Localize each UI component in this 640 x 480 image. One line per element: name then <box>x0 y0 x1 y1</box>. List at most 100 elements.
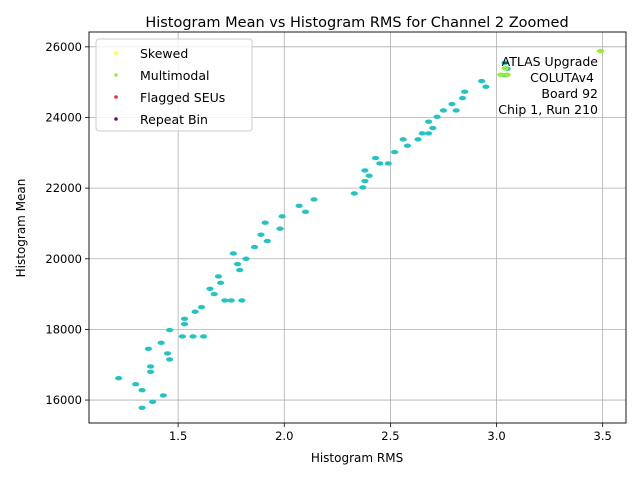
data-point-s0-52 <box>418 131 426 136</box>
x-tick-label-4: 3.5 <box>594 429 612 443</box>
data-point-s0-7 <box>146 364 155 369</box>
x-tick-label-3: 3.0 <box>487 429 505 443</box>
data-point-s0-48 <box>391 149 399 155</box>
data-point-s0-55 <box>425 119 433 124</box>
data-point-s0-58 <box>448 101 456 107</box>
y-tick-label-5: 26000 <box>45 40 82 54</box>
data-point-s0-39 <box>310 197 318 202</box>
annotation-line-4: Chip 1, Run 210 <box>498 102 598 117</box>
data-point-s0-28 <box>236 267 244 273</box>
data-point-s0-45 <box>371 155 380 161</box>
data-point-s0-30 <box>242 256 250 261</box>
data-point-s0-63 <box>482 84 490 89</box>
data-point-s0-60 <box>458 95 467 101</box>
data-point-s0-24 <box>221 298 229 303</box>
x-tick-label-0: 1.5 <box>169 429 187 443</box>
points-layer <box>115 48 605 411</box>
run-annotation: ATLAS Upgrade COLUTAv4 Board 92 Chip 1, … <box>498 54 598 117</box>
data-point-s0-54 <box>429 125 437 131</box>
annotation-line-1: ATLAS Upgrade <box>502 54 599 69</box>
x-tick-label-2: 2.5 <box>381 429 399 443</box>
data-point-s0-41 <box>359 185 367 190</box>
annotation-line-3: Board 92 <box>541 86 598 101</box>
annotation-line-2: COLUTAv4 <box>530 70 594 85</box>
data-point-s0-32 <box>257 232 265 237</box>
data-point-s0-3 <box>138 405 146 411</box>
data-point-s0-44 <box>365 173 373 178</box>
data-point-s0-15 <box>180 316 189 322</box>
data-point-s0-22 <box>214 274 223 279</box>
data-point-s0-46 <box>376 161 384 166</box>
grid-layer <box>89 32 626 423</box>
data-point-s0-4 <box>149 399 157 405</box>
data-point-s0-49 <box>399 137 407 142</box>
data-point-s0-53 <box>425 131 433 136</box>
y-tick-label-3: 22000 <box>45 181 82 195</box>
data-point-s0-12 <box>166 327 174 333</box>
legend-label-repeat-bin: Repeat Bin <box>140 112 208 127</box>
data-point-s0-9 <box>157 340 165 346</box>
data-point-s0-56 <box>433 114 441 119</box>
data-point-s0-14 <box>180 321 189 327</box>
data-point-s0-61 <box>461 89 469 94</box>
legend: Skewed Multimodal Flagged SEUs Repeat Bi… <box>95 38 253 132</box>
data-point-s0-50 <box>403 143 411 148</box>
data-point-s0-36 <box>278 214 286 219</box>
data-point-s0-1 <box>132 381 140 387</box>
legend-label-skewed: Skewed <box>140 46 188 61</box>
data-point-s0-16 <box>189 334 197 339</box>
plot-frame <box>88 31 627 424</box>
legend-box <box>95 38 253 132</box>
x-tick-label-1: 2.0 <box>275 429 293 443</box>
y-tick-label-0: 16000 <box>45 393 82 407</box>
data-point-s1-1 <box>501 66 509 71</box>
legend-marker-multimodal <box>114 73 118 77</box>
data-point-s0-59 <box>452 108 460 113</box>
data-point-s0-21 <box>210 291 218 297</box>
data-point-s0-18 <box>197 304 206 310</box>
data-point-s0-19 <box>200 334 208 339</box>
ticks-layer: 1.5 2.0 2.5 3.0 3.5 16000 18000 20000 22000 24000… <box>45 40 611 443</box>
data-point-s0-47 <box>384 161 392 166</box>
data-point-s0-29 <box>238 298 246 303</box>
data-point-s0-5 <box>159 393 167 398</box>
data-point-s0-38 <box>301 209 310 214</box>
data-point-s0-8 <box>144 346 153 352</box>
data-point-s0-11 <box>166 357 174 362</box>
data-point-s0-27 <box>233 261 242 267</box>
data-point-s0-23 <box>216 280 225 285</box>
data-point-s0-33 <box>261 220 269 225</box>
data-point-s0-2 <box>138 387 146 393</box>
data-point-s0-34 <box>263 238 271 244</box>
data-point-s0-25 <box>227 298 235 303</box>
legend-marker-flagged-seus <box>114 95 118 99</box>
data-point-s0-26 <box>229 251 237 256</box>
y-tick-label-4: 24000 <box>45 110 82 124</box>
data-point-s0-31 <box>250 244 259 250</box>
legend-marker-repeat-bin <box>114 117 118 121</box>
data-point-s0-51 <box>414 137 422 142</box>
data-point-s0-17 <box>191 309 199 314</box>
data-point-s1-3 <box>596 48 605 54</box>
data-point-s0-37 <box>295 203 303 208</box>
data-point-s0-62 <box>478 78 486 84</box>
data-point-s0-13 <box>178 334 186 339</box>
legend-marker-skewed <box>114 51 118 55</box>
y-tick-label-2: 20000 <box>45 252 82 266</box>
y-axis-label: Histogram Mean <box>14 179 28 278</box>
data-point-s0-43 <box>361 168 369 173</box>
data-point-s0-20 <box>206 286 214 291</box>
x-axis-label: Histogram RMS <box>311 451 403 465</box>
data-point-s0-6 <box>146 369 155 374</box>
chart-title: Histogram Mean vs Histogram RMS for Chan… <box>145 15 568 31</box>
data-point-s1-0 <box>497 72 505 77</box>
data-point-s0-35 <box>276 226 284 231</box>
data-point-s0-0 <box>115 375 123 381</box>
data-point-s0-57 <box>439 108 448 113</box>
data-point-s1-2 <box>503 72 511 77</box>
y-tick-label-1: 18000 <box>45 322 82 336</box>
data-point-s0-66 <box>501 60 509 65</box>
data-point-s0-40 <box>350 191 358 196</box>
legend-label-multimodal: Multimodal <box>140 68 209 83</box>
